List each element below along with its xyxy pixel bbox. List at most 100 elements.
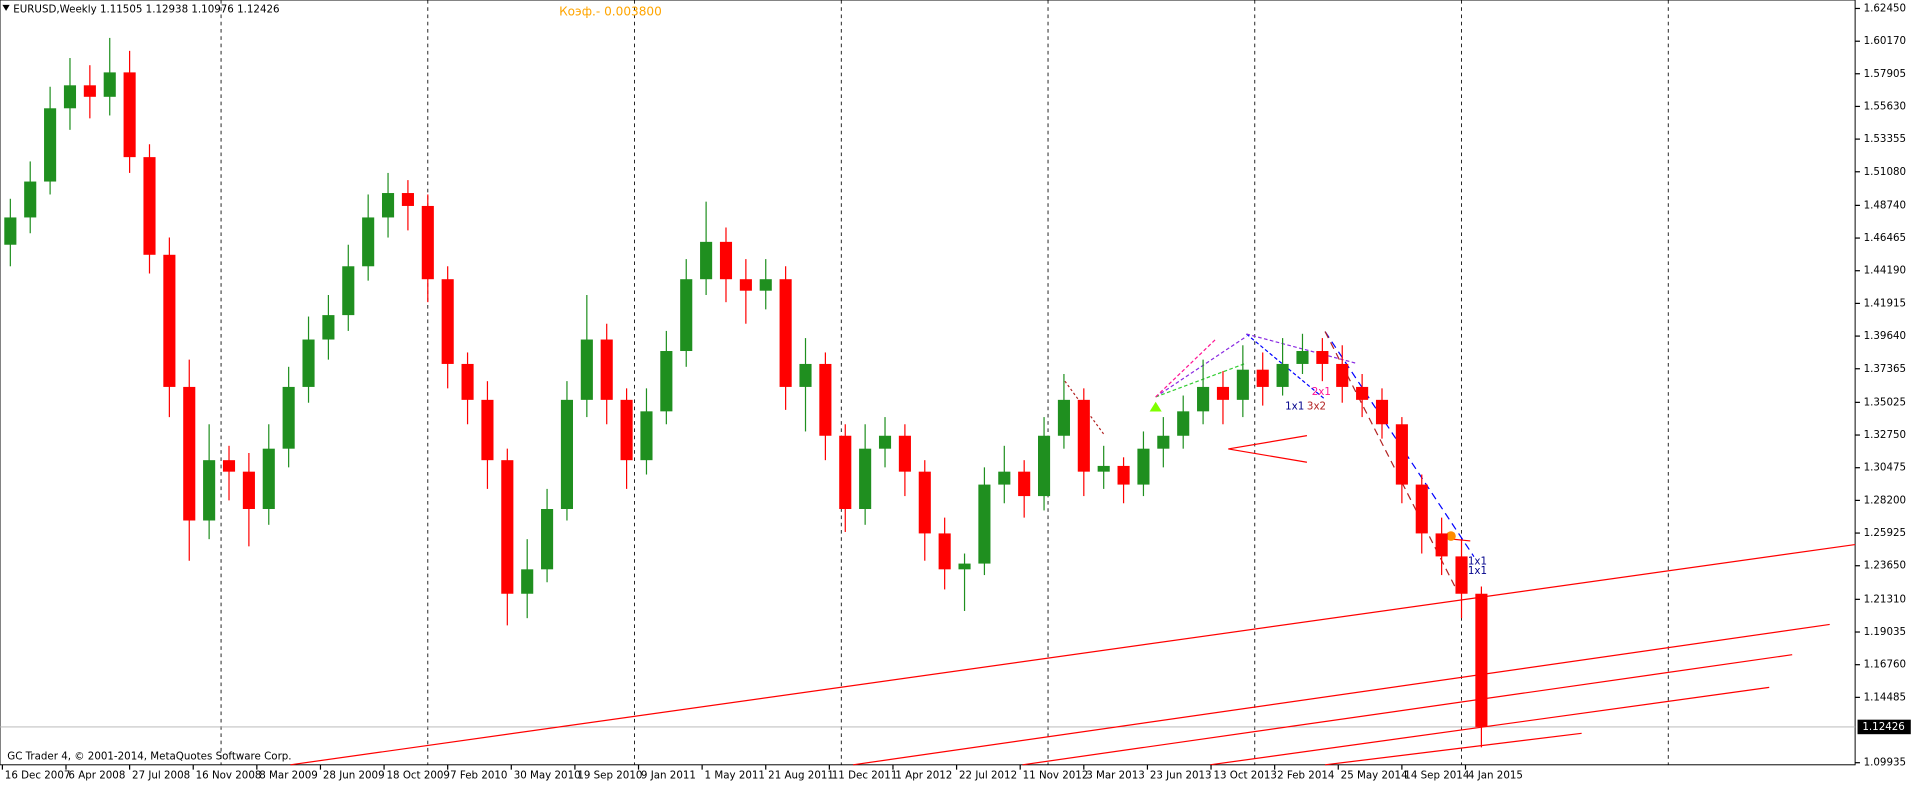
candle-body <box>918 471 931 534</box>
x-tick-label: 27 Jul 2008 <box>132 770 190 782</box>
x-tick-label: 23 Jun 2013 <box>1150 770 1212 782</box>
candle-body <box>779 279 792 387</box>
candle-body <box>381 193 395 218</box>
candle-body <box>1455 556 1468 594</box>
candle-body <box>282 386 295 449</box>
fan-line <box>1155 338 1217 398</box>
y-tick-label: 1.30475 <box>1864 462 1906 474</box>
candle-body <box>222 460 236 472</box>
candle-body <box>739 279 752 291</box>
candle-body <box>1296 351 1309 364</box>
annotation: 1x1 <box>1285 401 1304 413</box>
x-tick-label: 6 Apr 2008 <box>68 770 125 782</box>
y-tick-label: 1.44190 <box>1864 265 1906 277</box>
candle-body <box>859 448 872 510</box>
x-tick-label: 28 Jun 2009 <box>323 770 385 782</box>
candle-body <box>242 471 255 510</box>
x-tick-label: 14 Sep 2014 <box>1404 770 1469 782</box>
fan-line <box>1155 362 1247 398</box>
candle-body <box>1415 484 1428 534</box>
candle-body <box>1236 369 1249 400</box>
candle-body <box>541 509 554 570</box>
trend-line <box>1210 686 1770 766</box>
x-tick-label: 16 Dec 2007 <box>5 770 71 782</box>
annotation: 1x1 <box>1468 555 1487 567</box>
candle-body <box>481 399 494 461</box>
y-tick-label: 1.28200 <box>1864 494 1906 506</box>
candle-body <box>44 108 57 182</box>
x-tick-label: 2 Feb 2014 <box>1277 770 1334 782</box>
trend-line <box>1022 654 1793 766</box>
x-tick-label: 7 Feb 2010 <box>450 770 507 782</box>
candle-body <box>978 484 991 564</box>
y-tick-label: 1.60170 <box>1864 35 1906 47</box>
candle-body <box>1177 411 1190 436</box>
candle-body <box>898 435 911 472</box>
candle-body <box>958 563 971 570</box>
trend-line <box>290 543 1856 766</box>
y-tick-label: 1.32750 <box>1864 429 1906 441</box>
x-tick-label: 1 Apr 2012 <box>895 770 952 782</box>
menu-arrow[interactable] <box>2 4 10 11</box>
x-tick-label: 21 Aug 2011 <box>768 770 834 782</box>
trend-line <box>853 623 1830 766</box>
candle-body <box>719 241 733 280</box>
candle-body <box>1475 593 1488 727</box>
y-tick-label: 1.41915 <box>1864 297 1906 309</box>
x-tick-label: 19 Sep 2010 <box>577 770 642 782</box>
candle-body <box>401 193 414 206</box>
y-tick-label: 1.16760 <box>1864 659 1906 671</box>
fan-line <box>1064 380 1106 437</box>
y-tick-label: 1.62450 <box>1864 2 1906 14</box>
y-tick-label: 1.35025 <box>1864 396 1906 408</box>
x-tick-label: 25 May 2014 <box>1341 770 1408 782</box>
candle-body <box>1077 399 1090 472</box>
y-tick-label: 1.14485 <box>1864 691 1906 703</box>
chart-title: EURUSD,Weekly 1.11505 1.12938 1.10976 1.… <box>13 4 279 16</box>
candle-body <box>1197 386 1210 412</box>
candle-body <box>938 533 951 570</box>
y-tick-label: 1.09935 <box>1864 757 1906 769</box>
candle-body <box>123 72 136 158</box>
candle-body <box>1216 386 1230 400</box>
candle-body <box>878 435 892 449</box>
candle-body <box>1435 533 1448 557</box>
candle-body <box>1097 465 1110 472</box>
x-tick-label: 8 Mar 2009 <box>259 770 318 782</box>
footer: GC Trader 4, © 2001-2014, MetaQuotes Sof… <box>7 750 291 762</box>
candle-body <box>680 279 693 352</box>
candle-body <box>362 217 375 267</box>
candle-body <box>1395 424 1408 485</box>
candle-body <box>620 399 633 461</box>
x-tick-label: 9 Jan 2011 <box>641 770 696 782</box>
fan-line <box>1155 335 1247 398</box>
y-tick-label: 1.19035 <box>1864 626 1906 638</box>
y-tick-label: 1.48740 <box>1864 199 1906 211</box>
candle-body <box>302 339 315 387</box>
candle-body <box>1038 435 1051 497</box>
candle-body <box>521 569 534 594</box>
y-tick-label: 1.55630 <box>1864 100 1906 112</box>
candle-body <box>103 72 116 97</box>
candle-body <box>560 399 574 510</box>
x-tick-label: 18 Oct 2009 <box>386 770 449 782</box>
x-tick-label: 11 Dec 2011 <box>832 770 898 782</box>
candle-body <box>1356 386 1369 400</box>
y-tick-label: 1.21310 <box>1864 593 1906 605</box>
fan-line <box>1246 333 1356 364</box>
annotation: 1x1 <box>1468 565 1487 577</box>
x-tick-label: 30 May 2010 <box>514 770 581 782</box>
candle-body <box>640 411 653 461</box>
arrow-shape <box>1228 435 1308 463</box>
annotation: 2x1 <box>1312 386 1331 398</box>
x-tick-label: 13 Oct 2013 <box>1213 770 1276 782</box>
candle-body <box>819 363 832 436</box>
x-tick-label: 16 Nov 2008 <box>196 770 262 782</box>
arrow-icon <box>1149 401 1162 412</box>
candle-body <box>839 435 852 510</box>
candle-body <box>83 85 96 97</box>
candle-body <box>799 363 812 387</box>
candle-body <box>1157 435 1170 449</box>
candle-body <box>501 460 514 594</box>
